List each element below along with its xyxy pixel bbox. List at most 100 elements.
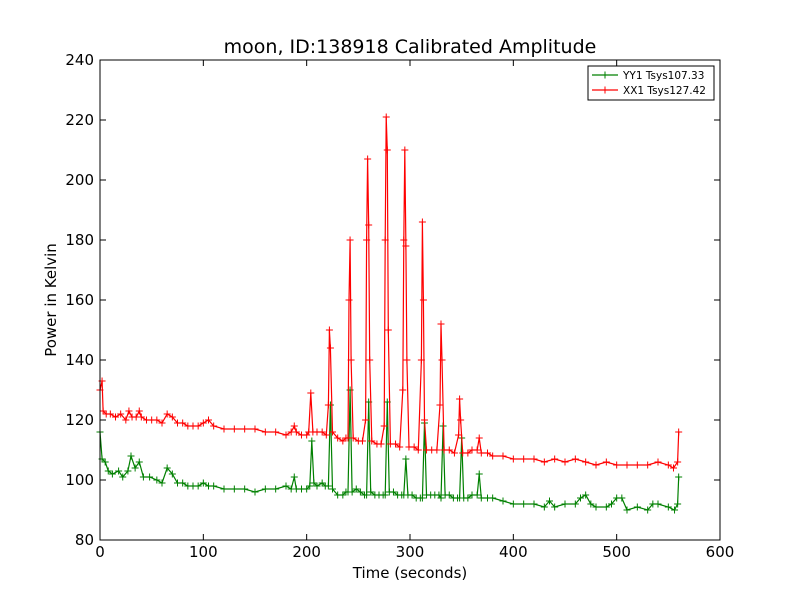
data-point-marker: [318, 428, 326, 436]
data-point-marker: [436, 401, 444, 409]
data-point-marker: [194, 482, 202, 490]
data-point-marker: [106, 410, 114, 418]
data-point-marker: [112, 413, 119, 421]
data-point-marker: [644, 506, 652, 514]
x-tick-label: 400: [499, 543, 528, 561]
data-point-marker: [489, 452, 497, 460]
data-point-marker: [608, 500, 615, 508]
data-point-marker: [366, 356, 374, 364]
data-point-marker: [489, 494, 497, 502]
data-point-marker: [456, 395, 464, 403]
data-point-marker: [499, 452, 507, 460]
data-point-marker: [179, 479, 187, 487]
data-point-marker: [561, 458, 569, 466]
data-point-marker: [561, 500, 569, 508]
data-point-marker: [127, 452, 135, 460]
data-point-marker: [382, 113, 390, 121]
data-point-marker: [418, 494, 426, 502]
data-point-marker: [403, 356, 411, 364]
data-point-marker: [139, 473, 147, 481]
data-point-marker: [540, 458, 548, 466]
data-point-marker: [499, 497, 507, 505]
data-point-marker: [402, 242, 410, 250]
data-point-marker: [318, 479, 326, 487]
data-point-marker: [623, 461, 631, 469]
data-point-marker: [352, 485, 360, 493]
data-point-marker: [310, 479, 318, 487]
data-point-marker: [137, 413, 145, 421]
data-point-marker: [348, 488, 356, 496]
data-point-marker: [445, 446, 453, 454]
data-point-marker: [410, 443, 418, 451]
y-tick-label: 160: [65, 291, 94, 309]
data-point-marker: [272, 428, 280, 436]
chart-title: moon, ID:138918 Calibrated Amplitude: [224, 36, 597, 58]
x-tick-label: 300: [396, 543, 425, 561]
data-point-marker: [251, 425, 259, 433]
data-point-marker: [324, 401, 332, 409]
data-point-marker: [675, 428, 683, 436]
data-point-marker: [582, 458, 590, 466]
data-point-marker: [367, 488, 375, 496]
data-point-marker: [587, 500, 595, 508]
data-point-marker: [401, 146, 409, 154]
data-point-marker: [153, 416, 161, 424]
data-point-marker: [450, 449, 458, 457]
data-point-marker: [251, 488, 259, 496]
data-point-marker: [484, 449, 491, 457]
legend-label: YY1 Tsys107.33: [622, 70, 704, 82]
data-point-marker: [377, 440, 385, 448]
data-point-marker: [381, 491, 389, 499]
data-point-marker: [571, 500, 579, 508]
data-point-marker: [230, 485, 238, 493]
data-point-marker: [592, 461, 600, 469]
data-point-marker: [551, 455, 559, 463]
y-tick-label: 80: [75, 531, 94, 549]
data-point-marker: [356, 488, 364, 496]
data-point-marker: [551, 503, 559, 511]
data-point-marker: [325, 326, 333, 334]
data-point-marker: [241, 485, 249, 493]
data-point-marker: [122, 416, 130, 424]
x-tick-label: 0: [95, 543, 105, 561]
data-point-marker: [383, 146, 391, 154]
data-point-marker: [418, 218, 426, 226]
data-point-marker: [322, 431, 330, 439]
data-point-marker: [282, 482, 290, 490]
data-point-marker: [582, 491, 590, 499]
data-point-marker: [437, 320, 445, 328]
data-point-marker: [363, 236, 371, 244]
data-point-marker: [414, 446, 422, 454]
data-point-marker: [313, 482, 321, 490]
data-point-marker: [520, 500, 528, 508]
x-tick-label: 200: [292, 543, 321, 561]
data-point-marker: [633, 503, 641, 511]
data-point-marker: [464, 494, 472, 502]
data-point-marker: [644, 461, 652, 469]
data-point-marker: [408, 491, 416, 499]
data-point-marker: [261, 428, 269, 436]
data-point-marker: [381, 236, 389, 244]
data-point-marker: [131, 464, 139, 472]
y-tick-label: 220: [65, 111, 94, 129]
data-point-marker: [530, 455, 538, 463]
data-point-marker: [384, 326, 392, 334]
legend-entry: XX1 Tsys127.42: [592, 85, 706, 97]
data-point-marker: [675, 473, 683, 481]
data-point-marker: [282, 431, 290, 439]
data-point-marker: [368, 437, 376, 445]
data-point-marker: [261, 485, 269, 493]
y-tick-label: 140: [65, 351, 94, 369]
data-point-marker: [117, 410, 125, 418]
data-point-marker: [324, 482, 332, 490]
data-point-marker: [457, 416, 465, 424]
y-tick-label: 180: [65, 231, 94, 249]
data-point-marker: [124, 467, 132, 475]
data-point-marker: [473, 491, 481, 499]
axes: 0 100 200 300 400 500 600 80 100 120 140 160 180 200 2…: [65, 51, 734, 561]
data-point-marker: [670, 464, 677, 472]
data-point-marker: [592, 503, 600, 511]
y-tick-label: 100: [65, 471, 94, 489]
